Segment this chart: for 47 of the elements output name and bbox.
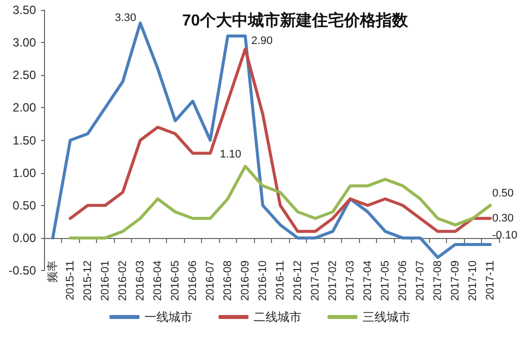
x-tick-label: 2017-03 (344, 260, 356, 301)
y-tick-label: -0.50 (8, 264, 36, 278)
x-tick-label: 频率 (46, 260, 59, 282)
x-tick-label: 2017-09 (449, 260, 462, 301)
x-tick-label: 2016-02 (116, 260, 129, 301)
x-tick-label: 2017-02 (326, 260, 339, 301)
x-tick-label: 2015-12 (82, 260, 94, 301)
x-tick-label: 2016-07 (204, 260, 216, 301)
x-tick-label: 2016-06 (186, 260, 199, 301)
y-tick-label: 2.00 (12, 100, 36, 115)
data-label: 0.30 (492, 212, 514, 224)
x-tick-label: 2016-09 (239, 260, 252, 301)
data-label: 1.10 (220, 148, 242, 160)
x-tick-label: 2016-08 (222, 260, 234, 301)
x-tick-label: 2017-05 (379, 260, 392, 301)
y-tick-label: 0.50 (12, 198, 36, 212)
x-tick-label: 2017-11 (484, 260, 496, 300)
data-label: 3.30 (114, 12, 136, 24)
x-tick-label: 2016-04 (152, 260, 164, 301)
x-tick-label: 2016-01 (99, 260, 112, 301)
data-label: 0.50 (492, 187, 514, 200)
y-tick-label: 3.00 (12, 36, 36, 50)
legend-label: 三线城市 (362, 310, 410, 324)
y-tick-label: 3.50 (12, 3, 36, 17)
y-tick-label: 1.50 (12, 133, 36, 148)
x-tick-label: 2017-10 (466, 260, 479, 301)
legend-label: 二线城市 (254, 310, 302, 324)
x-tick-label: 2016-10 (256, 260, 269, 301)
data-label: -0.10 (492, 229, 518, 242)
line-series (68, 48, 492, 233)
y-tick-label: 0.00 (12, 230, 36, 245)
x-tick-label: 2016-12 (292, 260, 304, 301)
legend-label: 一线城市 (144, 310, 192, 324)
x-tick-label: 2017-04 (362, 260, 374, 301)
x-tick-label: 2017-01 (309, 260, 322, 301)
x-tick-label: 2016-03 (134, 260, 146, 301)
x-tick-label: 2017-08 (432, 260, 444, 301)
chart-title: 70个大中城市新建住宅价格指数 (182, 10, 409, 30)
data-label: 2.90 (251, 35, 273, 48)
x-tick-label: 2017-07 (414, 260, 426, 301)
x-tick-label: 2016-11 (274, 260, 286, 300)
y-tick-label: 2.50 (12, 68, 36, 82)
line-series (68, 164, 492, 240)
y-tick-label: 1.00 (12, 166, 36, 180)
x-tick-label: 2016-05 (169, 260, 182, 301)
x-tick-label: 2017-06 (396, 260, 409, 301)
x-tick-label: 2015-11 (64, 260, 76, 300)
